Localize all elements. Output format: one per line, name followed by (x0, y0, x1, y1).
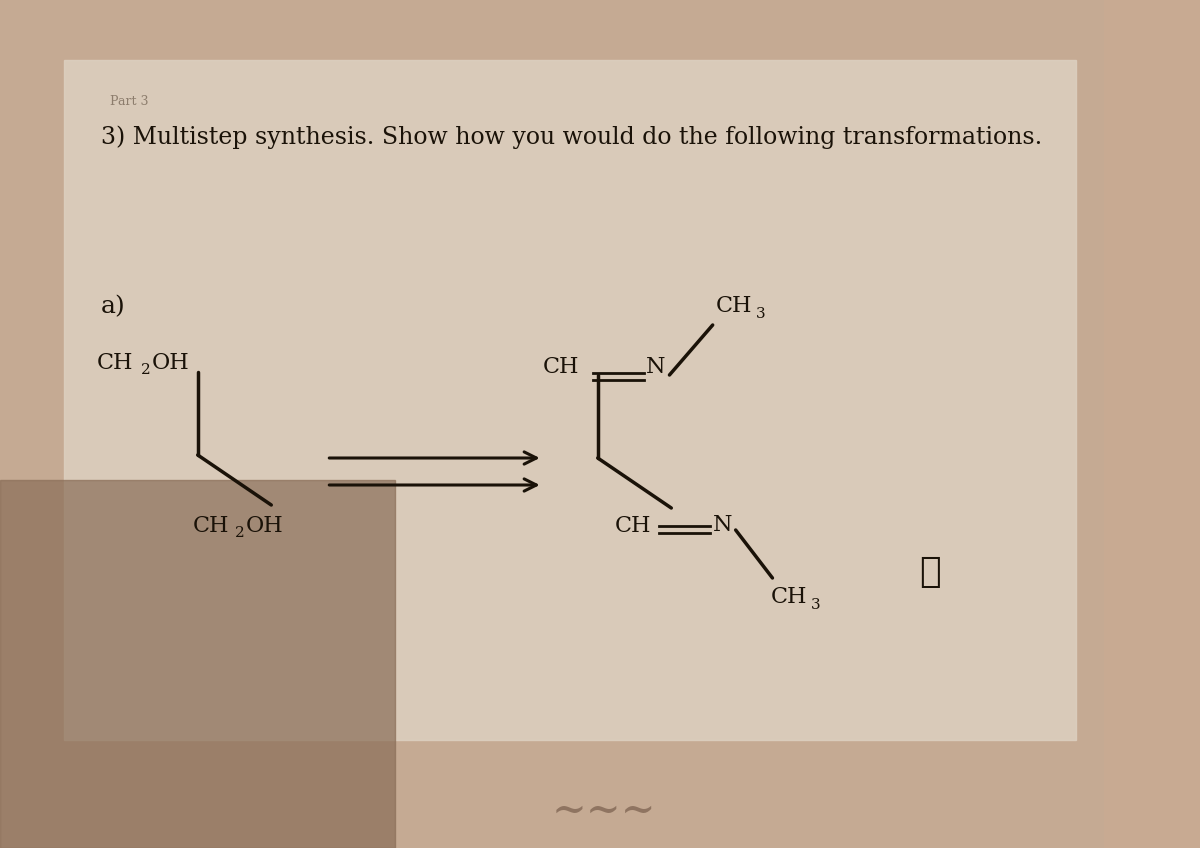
Text: N: N (713, 514, 732, 536)
Text: OH: OH (246, 515, 283, 537)
Text: a): a) (101, 295, 126, 318)
Text: 2: 2 (140, 363, 150, 377)
Text: Part 3: Part 3 (110, 95, 149, 108)
Text: CH: CH (193, 515, 229, 537)
Text: CH: CH (770, 586, 808, 608)
Text: CH: CH (614, 515, 650, 537)
Polygon shape (0, 480, 396, 848)
Bar (65, 60, 1076, 740)
Text: 2: 2 (234, 526, 245, 540)
Text: CH: CH (542, 356, 580, 378)
Text: ✓: ✓ (919, 555, 941, 589)
Text: CH: CH (96, 352, 133, 374)
Text: ~~~: ~~~ (552, 790, 656, 832)
Text: OH: OH (151, 352, 190, 374)
Text: 3: 3 (756, 307, 766, 321)
Text: 3) Multistep synthesis. Show how you would do the following transformations.: 3) Multistep synthesis. Show how you wou… (101, 125, 1043, 148)
Text: N: N (646, 356, 665, 378)
Text: 3: 3 (811, 598, 821, 612)
Text: CH: CH (715, 295, 752, 317)
